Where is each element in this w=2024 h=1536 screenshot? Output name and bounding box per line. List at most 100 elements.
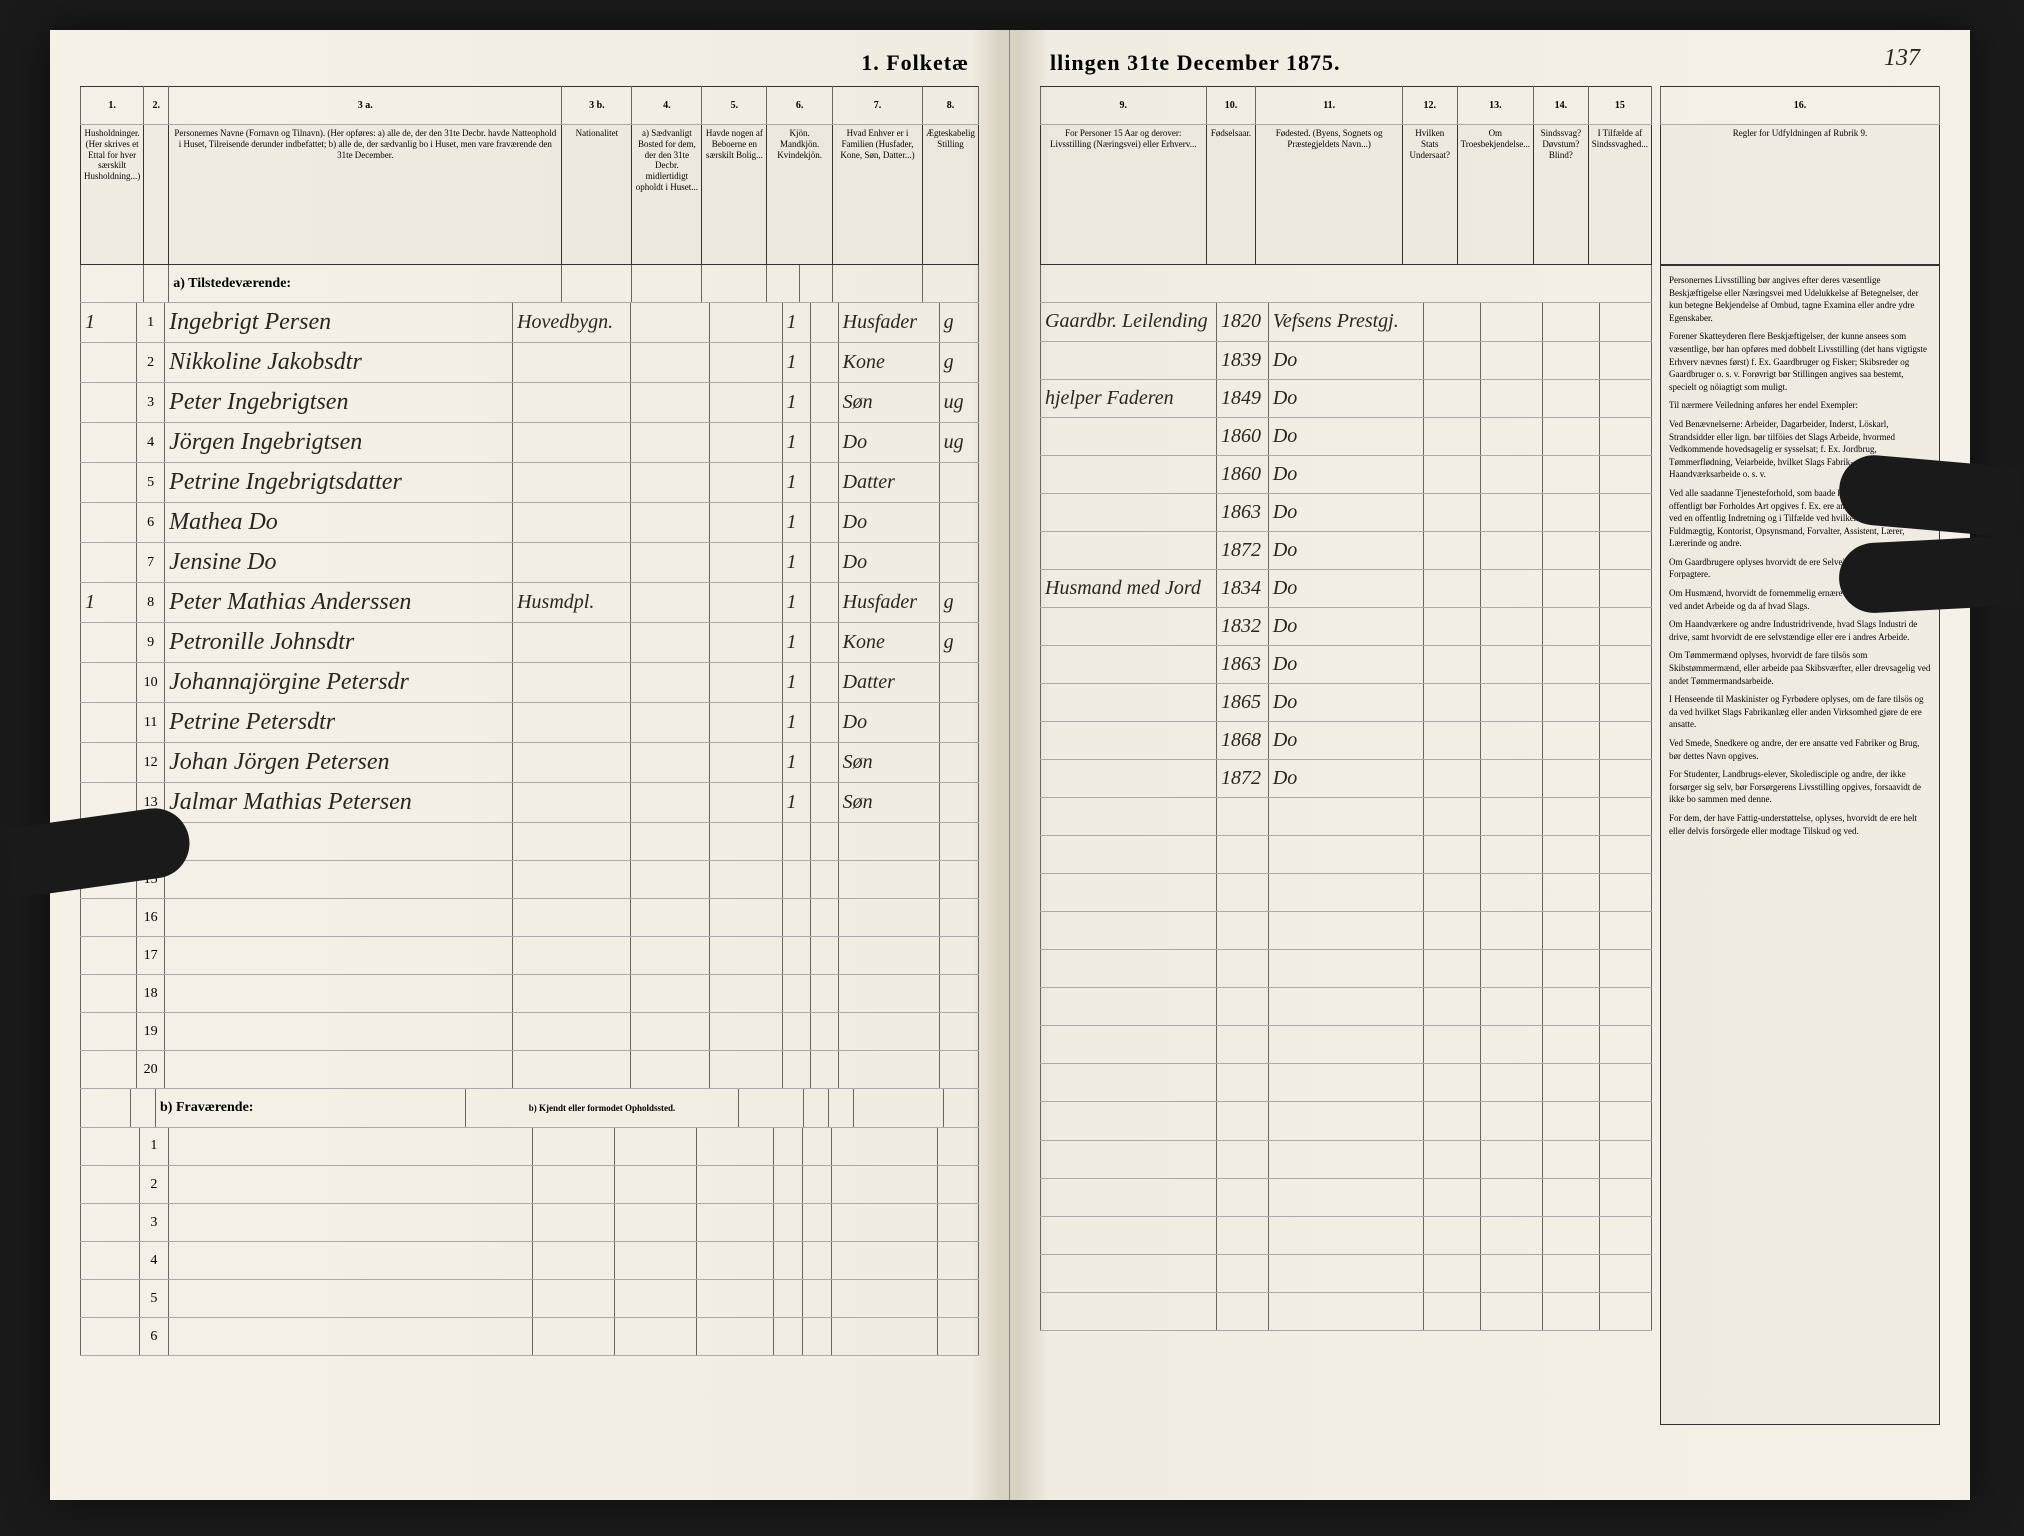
- cell-sex-m: 1: [782, 343, 810, 383]
- table-row: 1832 Do: [1041, 607, 1652, 645]
- cell-family: Husfader: [838, 583, 939, 623]
- col-num-13: 13.: [1457, 87, 1533, 125]
- page-number: 137: [1884, 45, 1920, 72]
- cell-nat: [513, 703, 631, 743]
- table-row: 13 Jalmar Mathias Petersen 1 Søn: [81, 783, 979, 823]
- cell-rownum: 8: [137, 583, 165, 623]
- table-row: 12 Johan Jörgen Petersen 1 Søn: [81, 743, 979, 783]
- cell-rownum: 5: [137, 463, 165, 503]
- empty-row-b: [1041, 1216, 1652, 1254]
- cell-name: Ingebrigt Persen: [165, 303, 513, 343]
- cell-place: Do: [1268, 379, 1423, 417]
- cell-name: Peter Mathias Anderssen: [165, 583, 513, 623]
- cell-res: [631, 583, 710, 623]
- cell-household: [81, 543, 137, 583]
- cell-family: Søn: [838, 743, 939, 783]
- cell-disability: [1543, 455, 1600, 493]
- cell-sex-f: [810, 703, 838, 743]
- cell-rownum: 3: [137, 383, 165, 423]
- cell-place: Do: [1268, 417, 1423, 455]
- table-row: 4 Jörgen Ingebrigtsen 1 Do ug: [81, 423, 979, 463]
- table-row: 9 Petronille Johnsdtr 1 Kone g: [81, 623, 979, 663]
- rubrik-p11: Ved Smede, Snedkere og andre, der ere an…: [1669, 737, 1931, 762]
- cell-sex-f: [810, 543, 838, 583]
- cell-year: 1860: [1217, 455, 1269, 493]
- cell-marital: [939, 543, 978, 583]
- cell-religion: [1481, 493, 1543, 531]
- hdr-disability: Sindssvag? Døvstum? Blind?: [1534, 125, 1589, 265]
- cell-rownum: 9: [137, 623, 165, 663]
- cell-year: 1849: [1217, 379, 1269, 417]
- cell-household: [81, 503, 137, 543]
- cell-place: Do: [1268, 759, 1423, 797]
- cell-family: Do: [838, 543, 939, 583]
- col-num-12: 12.: [1402, 87, 1457, 125]
- cell-marital: ug: [939, 423, 978, 463]
- cell-household: [81, 623, 137, 663]
- col-num-16: 16.: [1661, 87, 1940, 125]
- cell-res: [631, 303, 710, 343]
- table-row: hjelper Faderen 1849 Do: [1041, 379, 1652, 417]
- cell-res: [631, 623, 710, 663]
- cell-nat: [513, 783, 631, 823]
- empty-row: [1041, 987, 1652, 1025]
- cell-religion: [1481, 721, 1543, 759]
- cell-place: Do: [1268, 607, 1423, 645]
- cell-family: Kone: [838, 623, 939, 663]
- cell-marital: [939, 503, 978, 543]
- cell-insanity: [1600, 531, 1652, 569]
- cell-nat: [513, 383, 631, 423]
- cell-sex-m: 1: [782, 383, 810, 423]
- empty-row-b: 5: [81, 1280, 979, 1318]
- cell-family: Søn: [838, 383, 939, 423]
- cell-name: Peter Ingebrigtsen: [165, 383, 513, 423]
- cell-disability: [1543, 683, 1600, 721]
- cell-household: 1: [81, 583, 137, 623]
- book-spread: 1. Folketæ 1. 2. 3 a. 3 b. 4. 5. 6. 7. 8…: [50, 30, 1970, 1500]
- cell-marital: [939, 743, 978, 783]
- empty-row-b: [1041, 1140, 1652, 1178]
- right-page: 137 llingen 31te December 1875. 9. 10. 1…: [1010, 30, 1970, 1500]
- empty-row-b: [1041, 1254, 1652, 1292]
- cell-nat: [513, 663, 631, 703]
- cell-dwell: [709, 303, 782, 343]
- cell-place: Do: [1268, 645, 1423, 683]
- cell-dwell: [709, 703, 782, 743]
- cell-sex-f: [810, 423, 838, 463]
- cell-res: [631, 343, 710, 383]
- cell-year: 1834: [1217, 569, 1269, 607]
- census-title-left: 1. Folketæ: [80, 50, 979, 76]
- cell-insanity: [1600, 493, 1652, 531]
- table-row: 7 Jensine Do 1 Do: [81, 543, 979, 583]
- cell-place: Do: [1268, 683, 1423, 721]
- cell-citizen: [1424, 531, 1481, 569]
- cell-rownum: 10: [137, 663, 165, 703]
- cell-dwell: [709, 583, 782, 623]
- cell-marital: [939, 463, 978, 503]
- cell-marital: g: [939, 623, 978, 663]
- cell-occupation: [1041, 417, 1217, 455]
- cell-household: [81, 463, 137, 503]
- cell-citizen: [1424, 379, 1481, 417]
- empty-row: 16: [81, 899, 979, 937]
- cell-religion: [1481, 569, 1543, 607]
- empty-rows-b-right: [1040, 1102, 1652, 1331]
- cell-name: Jalmar Mathias Petersen: [165, 783, 513, 823]
- rubrik-p10: I Henseende til Maskinister og Fyrbødere…: [1669, 693, 1931, 731]
- cell-sex-f: [810, 623, 838, 663]
- cell-nat: [513, 743, 631, 783]
- cell-occupation: [1041, 721, 1217, 759]
- table-row: 10 Johannajörgine Petersdr 1 Datter: [81, 663, 979, 703]
- cell-rownum: 11: [137, 703, 165, 743]
- cell-place: Do: [1268, 341, 1423, 379]
- cell-family: Datter: [838, 663, 939, 703]
- col-num-9: 9.: [1041, 87, 1207, 125]
- cell-household: [81, 423, 137, 463]
- cell-place: Do: [1268, 493, 1423, 531]
- cell-marital: [939, 783, 978, 823]
- cell-name: Johannajörgine Petersdr: [165, 663, 513, 703]
- table-row: 1863 Do: [1041, 493, 1652, 531]
- hdr-citizenship: Hvilken Stats Undersaat?: [1402, 125, 1457, 265]
- cell-occupation: Husmand med Jord: [1041, 569, 1217, 607]
- empty-row-b: 4: [81, 1242, 979, 1280]
